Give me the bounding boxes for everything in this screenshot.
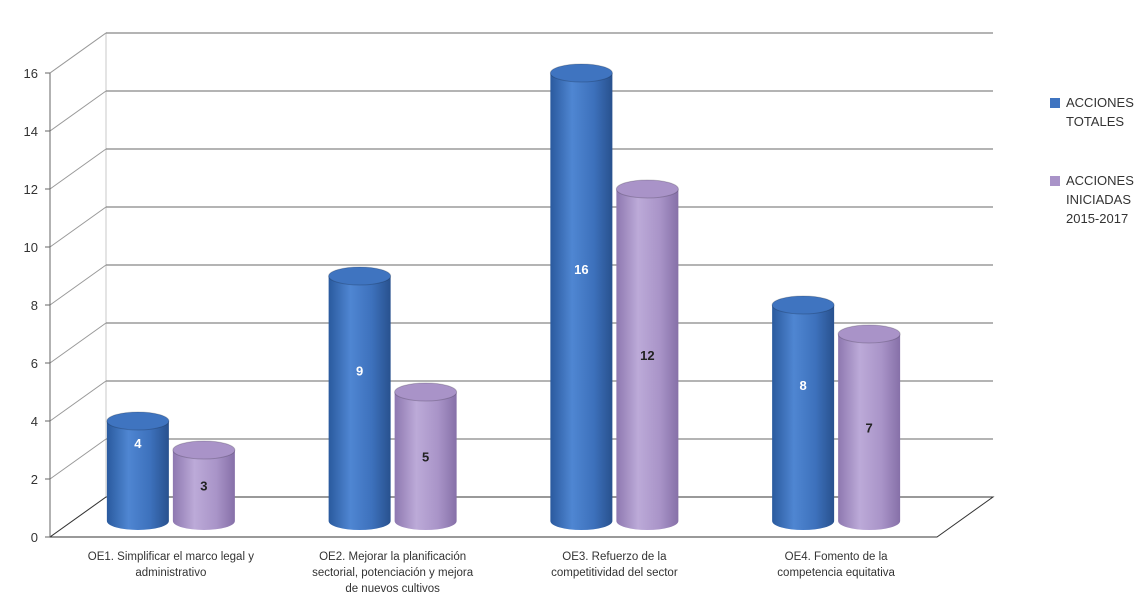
bar: 7 bbox=[837, 324, 901, 530]
y-tick-label: 12 bbox=[24, 182, 38, 197]
data-label: 4 bbox=[134, 436, 142, 451]
gridline-side bbox=[49, 264, 107, 306]
bar-body bbox=[616, 189, 679, 530]
bar-top bbox=[615, 179, 679, 199]
gridline-side bbox=[49, 32, 107, 74]
bars: 4 3 9 5 16 12 8 7 bbox=[106, 63, 901, 530]
bar-body bbox=[106, 421, 169, 530]
bar: 3 bbox=[172, 440, 236, 530]
y-tick-label: 8 bbox=[31, 298, 38, 313]
gridline-side bbox=[49, 206, 107, 248]
y-tick-label: 10 bbox=[24, 240, 38, 255]
x-tick-label: OE4. Fomento de la competencia equitativa bbox=[777, 551, 895, 579]
gridline-side bbox=[49, 148, 107, 190]
legend-label: ACCIONES TOTALES bbox=[1066, 95, 1134, 129]
data-label: 7 bbox=[866, 421, 873, 436]
legend-swatch bbox=[1050, 176, 1060, 186]
x-axis: OE1. Simplificar el marco legal y adminis… bbox=[88, 551, 896, 595]
gridline-side bbox=[49, 90, 107, 132]
bar-body bbox=[394, 392, 457, 530]
bar: 4 bbox=[106, 411, 170, 530]
bar-body bbox=[172, 450, 235, 530]
legend-item: ACCIONES TOTALES bbox=[1050, 95, 1134, 129]
bar-top bbox=[771, 295, 835, 315]
bar-top bbox=[837, 324, 901, 344]
bar-top bbox=[172, 440, 236, 460]
bar-top bbox=[106, 411, 170, 431]
bar-top bbox=[328, 266, 392, 286]
x-tick-label: OE3. Refuerzo de la competitividad del se… bbox=[551, 551, 678, 579]
gridline-side bbox=[49, 322, 107, 364]
data-label: 8 bbox=[800, 378, 807, 393]
floor bbox=[48, 496, 995, 538]
x-tick-label: OE1. Simplificar el marco legal y adminis… bbox=[88, 551, 254, 579]
data-label: 3 bbox=[200, 479, 207, 494]
legend-item: ACCIONES INICIADAS 2015-2017 bbox=[1050, 173, 1134, 226]
bar-top bbox=[394, 382, 458, 402]
y-tick-label: 4 bbox=[31, 414, 38, 429]
data-label: 16 bbox=[574, 262, 588, 277]
y-tick-label: 0 bbox=[31, 530, 38, 545]
y-tick-label: 16 bbox=[24, 66, 38, 81]
bar: 9 bbox=[328, 266, 392, 530]
x-tick-label: OE2. Mejorar la planificación sectorial, … bbox=[312, 551, 474, 595]
gridline-side bbox=[49, 438, 107, 480]
data-label: 5 bbox=[422, 450, 429, 465]
y-axis: 0 2 4 6 8 10 12 14 16 bbox=[24, 66, 51, 545]
bar-body bbox=[328, 276, 391, 530]
y-tick-label: 14 bbox=[24, 124, 38, 139]
bar: 5 bbox=[394, 382, 458, 530]
y-tick-label: 2 bbox=[31, 472, 38, 487]
bar-body bbox=[550, 73, 613, 530]
legend-swatch bbox=[1050, 98, 1060, 108]
y-tick-label: 6 bbox=[31, 356, 38, 371]
data-label: 9 bbox=[356, 364, 363, 379]
legend: ACCIONES TOTALES ACCIONES INICIADAS 2015-201… bbox=[1050, 95, 1134, 226]
gridlines bbox=[49, 32, 993, 480]
bar-top bbox=[549, 63, 613, 83]
data-label: 12 bbox=[640, 348, 654, 363]
bar: 16 bbox=[549, 63, 613, 530]
legend-label: ACCIONES INICIADAS 2015-2017 bbox=[1066, 173, 1134, 226]
bar: 12 bbox=[615, 179, 679, 530]
bar: 8 bbox=[771, 295, 835, 530]
bar-body bbox=[838, 334, 901, 530]
gridline-side bbox=[49, 380, 107, 422]
bar-body bbox=[772, 305, 835, 530]
